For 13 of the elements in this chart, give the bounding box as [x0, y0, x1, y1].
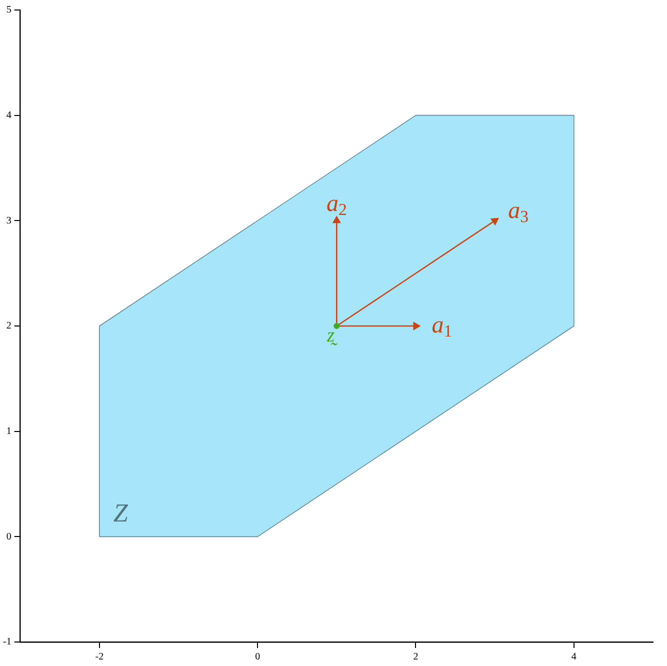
y-tick-label: 1: [6, 426, 12, 437]
y-tick-label: 3: [6, 215, 12, 226]
series-label: Z: [113, 498, 128, 528]
x-tick-label: -2: [95, 652, 104, 663]
y-tick-label: 2: [6, 320, 12, 332]
series-label: z̰: [326, 324, 338, 346]
y-tick-label: 5: [6, 4, 12, 16]
x-tick-label: 4: [571, 652, 576, 663]
x-tick-label: 2: [413, 652, 418, 663]
y-tick-label: 4: [6, 110, 12, 121]
y-tick-label: 0: [6, 531, 12, 542]
y-tick-label: -1: [2, 636, 12, 648]
x-tick-label: 0: [255, 652, 260, 663]
